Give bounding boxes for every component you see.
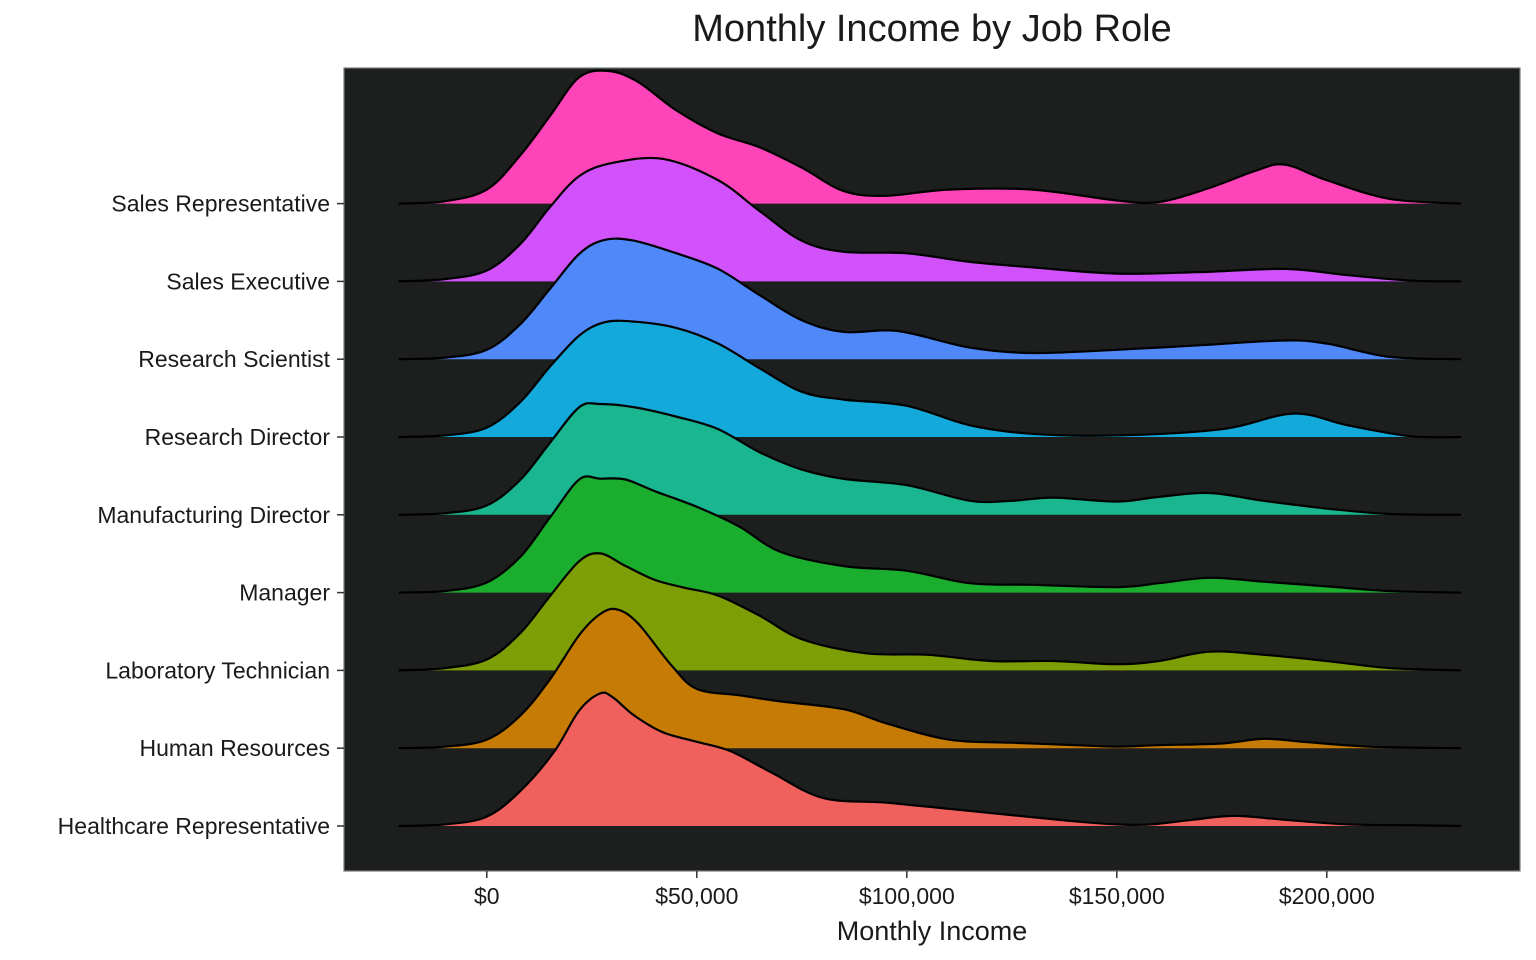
ridge-outline-manager [398, 475, 1462, 594]
ridge-manufacturing-director [398, 402, 1462, 516]
y-axis: Sales Representative Sales Executive Resea… [58, 191, 344, 839]
ridge-human-resources [398, 607, 1462, 750]
ridge-fill-manufacturing-director [398, 403, 1462, 515]
y-tick-label-sales-representative: Sales Representative [111, 191, 330, 217]
ridge-fill-research-director [398, 320, 1462, 438]
ridge-laboratory-technician [398, 552, 1462, 672]
ridge-outline-sales-representative [398, 69, 1462, 205]
ridge-outline-research-scientist [398, 237, 1462, 361]
y-tick-label-human-resources: Human Resources [140, 735, 330, 761]
y-tick-label-research-scientist: Research Scientist [138, 346, 330, 372]
x-tick-label-0: $0 [474, 883, 500, 909]
ridge-fill-laboratory-technician [398, 553, 1462, 671]
x-axis: $0 $50,000 $100,000 $150,000 $200,000 [474, 871, 1375, 909]
ridge-manager [398, 475, 1462, 594]
ridge-fill-healthcare-representative [398, 692, 1462, 826]
chart-title: Monthly Income by Job Role [692, 8, 1172, 50]
ridge-fill-human-resources [398, 608, 1462, 749]
ridge-outline-healthcare-representative [398, 691, 1462, 828]
ridge-outline-laboratory-technician [398, 552, 1462, 672]
ridge-outline-manufacturing-director [398, 402, 1462, 516]
x-tick-label-3: $150,000 [1069, 883, 1165, 909]
y-tick-label-healthcare-representative: Healthcare Representative [58, 813, 330, 839]
y-tick-label-laboratory-technician: Laboratory Technician [105, 657, 330, 683]
y-tick-label-manufacturing-director: Manufacturing Director [97, 502, 330, 528]
y-tick-label-research-director: Research Director [145, 424, 331, 450]
ridge-outline-research-director [398, 319, 1462, 439]
x-tick-label-1: $50,000 [655, 883, 738, 909]
ridge-healthcare-representative [398, 691, 1462, 828]
ridge-outline-sales-executive [398, 156, 1462, 283]
ridge-fill-manager [398, 476, 1462, 593]
ridge-outline-human-resources [398, 607, 1462, 750]
y-tick-label-manager: Manager [239, 580, 330, 606]
y-tick-label-sales-executive: Sales Executive [166, 268, 330, 294]
x-tick-label-4: $200,000 [1279, 883, 1375, 909]
x-axis-title: Monthly Income [837, 916, 1028, 946]
x-tick-label-2: $100,000 [859, 883, 955, 909]
ridge-research-director [398, 319, 1462, 439]
ridges [398, 69, 1462, 828]
